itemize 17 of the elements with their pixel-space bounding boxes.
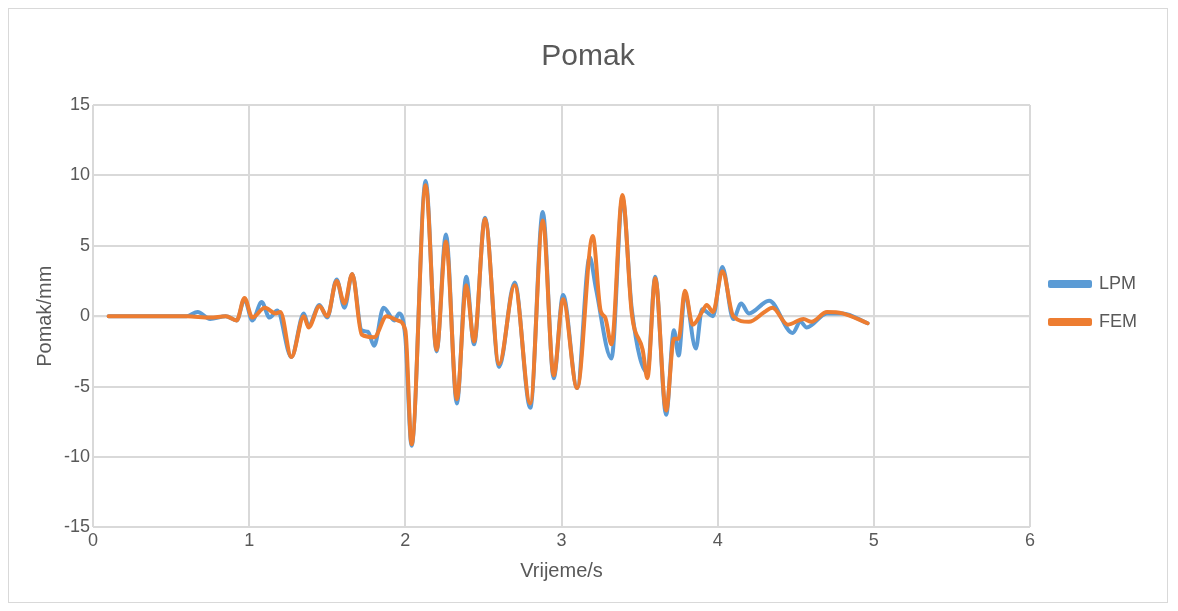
x-tick-label: 2 [400, 530, 411, 551]
y-tick-label: -5 [74, 375, 91, 396]
x-tick-label: 5 [868, 530, 879, 551]
x-tick-label: 6 [1025, 530, 1036, 551]
legend-label: LPM [1099, 272, 1137, 293]
x-axis-title: Vrijeme/s [520, 558, 603, 581]
x-tick-label: 3 [556, 530, 567, 551]
legend-label: FEM [1099, 310, 1137, 331]
y-tick-label: 5 [80, 234, 91, 255]
y-tick-label: 15 [69, 93, 91, 114]
y-axis-title: Pomak/mm [32, 265, 55, 367]
y-tick-label: -10 [64, 445, 91, 466]
y-tick-label: 0 [80, 305, 91, 326]
x-tick-label: 4 [712, 530, 723, 551]
chart-title: Pomak [541, 38, 636, 72]
y-tick-label: 10 [69, 164, 91, 185]
x-tick-label: 1 [244, 530, 255, 551]
